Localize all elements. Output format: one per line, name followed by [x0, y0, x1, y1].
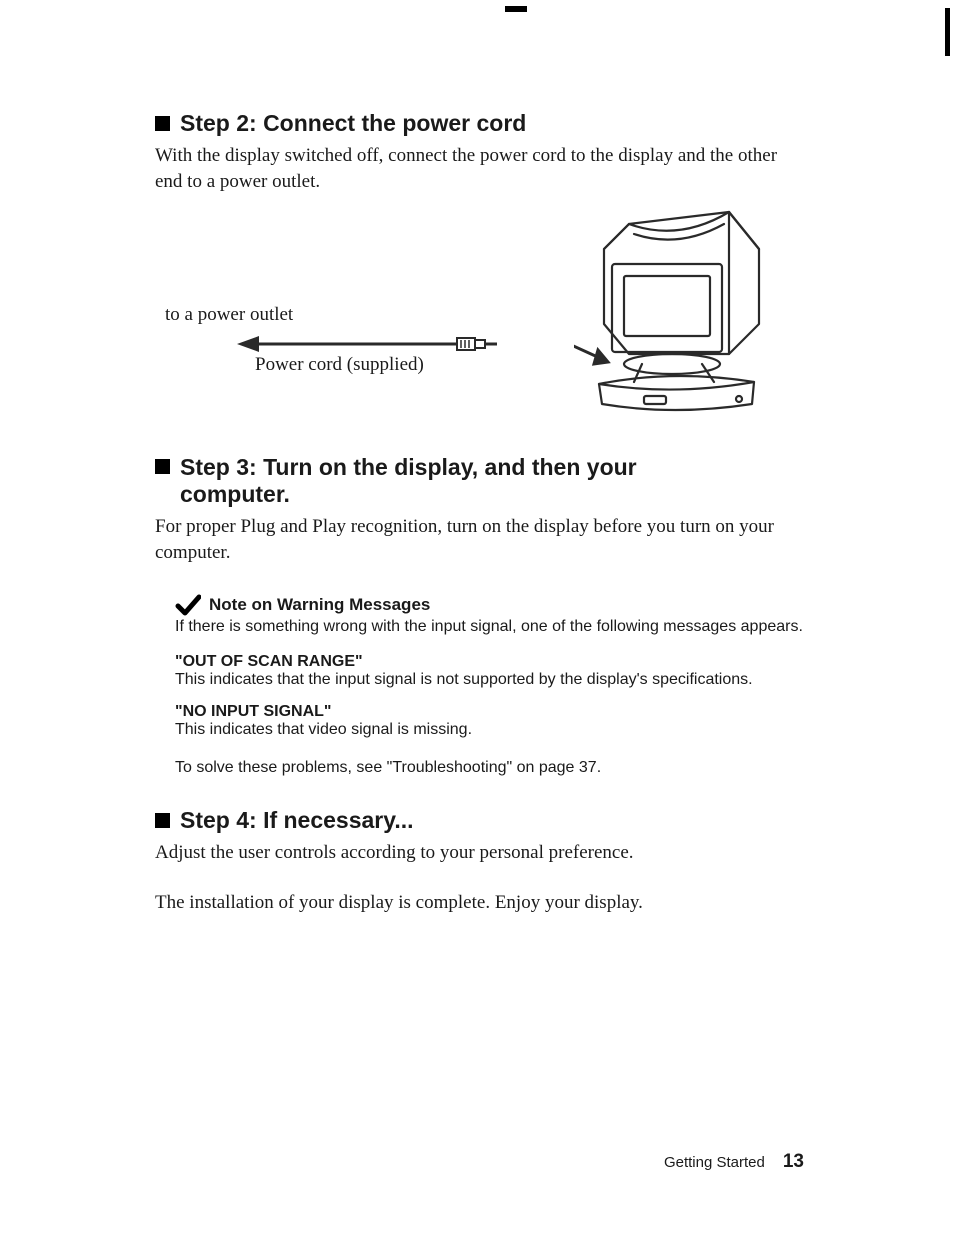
arrow-cord-icon: [237, 332, 497, 356]
warn2-title: "NO INPUT SIGNAL": [175, 703, 804, 721]
step4-heading: Step 4: If necessary...: [155, 807, 804, 834]
page-content: Step 2: Connect the power cord With the …: [0, 0, 954, 915]
square-bullet-icon: [155, 116, 170, 131]
step3-heading: Step 3: Turn on the display, and then yo…: [155, 454, 804, 508]
crop-mark-right: [945, 8, 950, 56]
note-heading: Note on Warning Messages: [175, 594, 804, 616]
footer-page-number: 13: [783, 1151, 804, 1173]
label-power-outlet: to a power outlet: [165, 304, 293, 326]
note-solve: To solve these problems, see "Troublesho…: [175, 759, 804, 777]
step3-section: Step 3: Turn on the display, and then yo…: [155, 454, 804, 777]
step4-body2: The installation of your display is comp…: [155, 890, 804, 916]
step3-body: For proper Plug and Play recognition, tu…: [155, 514, 804, 565]
label-power-cord: Power cord (supplied): [255, 354, 424, 376]
note-heading-text: Note on Warning Messages: [209, 595, 430, 615]
step2-section: Step 2: Connect the power cord With the …: [155, 110, 804, 424]
square-bullet-icon: [155, 459, 170, 474]
monitor-icon: [574, 204, 784, 424]
step2-heading: Step 2: Connect the power cord: [155, 110, 804, 137]
step4-section: Step 4: If necessary... Adjust the user …: [155, 807, 804, 915]
page-footer: Getting Started 13: [664, 1151, 804, 1173]
footer-section: Getting Started: [664, 1154, 765, 1171]
step2-heading-text: Step 2: Connect the power cord: [180, 110, 526, 137]
warn2-body: This indicates that video signal is miss…: [175, 721, 804, 739]
warn1-title: "OUT OF SCAN RANGE": [175, 653, 804, 671]
crop-mark-top: [505, 6, 527, 12]
step4-heading-text: Step 4: If necessary...: [180, 807, 414, 834]
note-body: If there is something wrong with the inp…: [175, 616, 804, 638]
warn1-body: This indicates that the input signal is …: [175, 671, 804, 689]
step4-body1: Adjust the user controls according to yo…: [155, 840, 804, 866]
step2-body: With the display switched off, connect t…: [155, 143, 804, 194]
square-bullet-icon: [155, 813, 170, 828]
checkmark-icon: [175, 594, 201, 616]
step3-heading-text: Step 3: Turn on the display, and then yo…: [180, 454, 710, 508]
power-cord-diagram: to a power outlet Power cord (supplied): [155, 204, 804, 424]
